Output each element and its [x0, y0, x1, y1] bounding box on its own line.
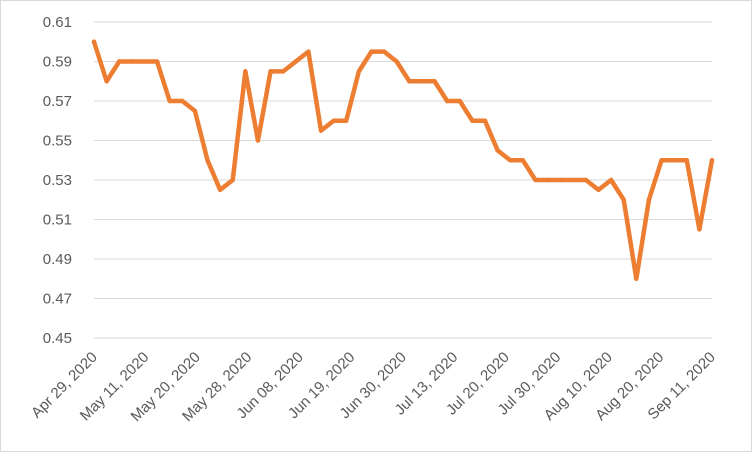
data-point-45: [659, 158, 664, 163]
data-point-41: [608, 177, 614, 183]
series-line-0: [91, 39, 715, 281]
data-point-13: [255, 138, 261, 143]
data-point-9: [205, 158, 210, 163]
data-point-12: [243, 69, 248, 74]
data-point-34: [520, 158, 526, 163]
data-point-42: [621, 197, 626, 202]
gridlines: [94, 21, 712, 339]
data-point-11: [230, 177, 235, 183]
y-tick-label: 0.51: [43, 212, 72, 229]
data-point-31: [482, 118, 488, 123]
series-points: [91, 39, 715, 281]
data-point-21: [356, 69, 362, 74]
data-point-28: [444, 98, 450, 104]
data-point-6: [167, 98, 172, 104]
data-point-0: [91, 39, 97, 44]
data-point-47: [684, 158, 689, 163]
data-point-19: [331, 118, 336, 123]
data-point-16: [293, 59, 298, 64]
data-point-5: [154, 59, 160, 64]
data-point-33: [508, 158, 513, 163]
y-tick-label: 0.55: [43, 133, 72, 150]
y-axis-tick-labels: 0.45 0.47 0.49 0.51 0.53 0.55 0.57 0.59 0.61: [43, 14, 72, 347]
data-point-3: [129, 59, 135, 64]
data-point-15: [280, 69, 286, 74]
y-tick-label: 0.61: [43, 14, 72, 31]
data-point-27: [432, 79, 437, 84]
data-point-7: [180, 98, 185, 104]
data-point-25: [407, 79, 412, 84]
data-point-14: [268, 69, 273, 74]
y-tick-label: 0.59: [43, 54, 72, 71]
data-point-36: [545, 177, 551, 183]
data-point-40: [596, 187, 601, 193]
data-point-24: [394, 59, 399, 64]
y-tick-label: 0.53: [43, 172, 72, 189]
data-point-39: [583, 177, 589, 183]
data-point-35: [533, 177, 538, 183]
y-tick-label: 0.57: [43, 93, 72, 110]
data-point-30: [470, 118, 475, 123]
data-point-46: [671, 158, 677, 163]
data-point-18: [318, 128, 324, 133]
data-point-49: [709, 158, 715, 163]
data-point-43: [634, 276, 639, 281]
data-point-17: [306, 49, 311, 54]
data-point-26: [419, 79, 425, 84]
data-point-37: [558, 177, 563, 183]
data-point-48: [697, 227, 702, 232]
data-point-1: [104, 79, 109, 84]
data-point-20: [344, 118, 349, 123]
data-point-38: [571, 177, 576, 183]
data-point-32: [495, 148, 500, 153]
y-tick-label: 0.45: [43, 330, 72, 347]
data-point-22: [369, 49, 374, 54]
data-point-2: [117, 59, 122, 64]
y-tick-label: 0.49: [43, 251, 72, 268]
data-point-10: [217, 187, 223, 193]
data-point-4: [142, 59, 147, 64]
data-point-23: [381, 49, 387, 54]
series-lines: [91, 39, 715, 281]
data-point-29: [457, 98, 462, 104]
data-point-44: [646, 197, 652, 202]
y-tick-label: 0.47: [43, 291, 72, 308]
data-point-8: [192, 108, 198, 114]
